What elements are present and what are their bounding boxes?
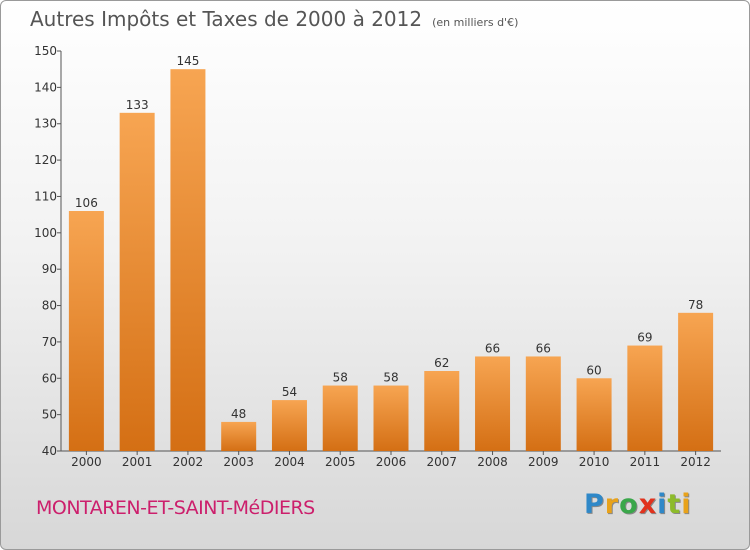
bar xyxy=(424,371,460,451)
logo-letter: t xyxy=(667,489,682,520)
data-label: 60 xyxy=(586,363,601,377)
bar xyxy=(475,356,511,451)
x-tick-label: 2008 xyxy=(477,455,508,469)
logo-letter: o xyxy=(619,489,639,520)
y-tick-label: 40 xyxy=(42,444,57,458)
y-tick-label: 80 xyxy=(42,299,57,313)
x-tick-label: 2002 xyxy=(173,455,204,469)
bar xyxy=(627,345,663,451)
data-label: 58 xyxy=(333,371,348,385)
logo-letter: i xyxy=(681,489,692,520)
bar xyxy=(678,312,714,451)
y-tick-label: 120 xyxy=(34,153,57,167)
x-tick-label: 2011 xyxy=(630,455,661,469)
x-tick-label: 2010 xyxy=(579,455,610,469)
bar xyxy=(373,385,409,451)
commune-name: MONTAREN-ET-SAINT-MéDIERS xyxy=(36,497,315,519)
data-label: 66 xyxy=(536,341,551,355)
x-tick-label: 2005 xyxy=(325,455,356,469)
data-label: 78 xyxy=(688,298,703,312)
bar xyxy=(271,400,307,451)
chart-title-text: Autres Impôts et Taxes de 2000 à 2012 xyxy=(30,7,423,31)
x-tick-label: 2004 xyxy=(274,455,305,469)
logo-letter: r xyxy=(604,489,620,520)
bar xyxy=(525,356,561,451)
y-tick-label: 140 xyxy=(34,80,57,94)
bar xyxy=(119,112,155,452)
logo-letter: x xyxy=(638,489,658,520)
chart-unit: (en milliers d'€) xyxy=(432,16,519,29)
x-tick-label: 2000 xyxy=(71,455,102,469)
y-tick-label: 70 xyxy=(42,335,57,349)
proxiti-logo: Proxiti xyxy=(584,489,692,520)
data-label: 66 xyxy=(485,341,500,355)
data-label: 48 xyxy=(231,407,246,421)
data-label: 133 xyxy=(126,98,149,112)
y-tick-label: 150 xyxy=(34,44,57,58)
data-label: 106 xyxy=(75,196,98,210)
data-label: 145 xyxy=(176,54,199,68)
y-tick-label: 100 xyxy=(34,226,57,240)
y-tick-label: 90 xyxy=(42,262,57,276)
y-tick-label: 60 xyxy=(42,371,57,385)
data-label: 54 xyxy=(282,385,297,399)
data-label: 62 xyxy=(434,356,449,370)
x-tick-label: 2012 xyxy=(680,455,711,469)
data-label: 69 xyxy=(637,331,652,345)
x-tick-label: 2006 xyxy=(376,455,407,469)
x-tick-label: 2001 xyxy=(122,455,153,469)
chart-title: Autres Impôts et Taxes de 2000 à 2012 (en… xyxy=(30,7,518,31)
logo-letter: i xyxy=(657,489,668,520)
bar xyxy=(322,385,358,451)
y-tick-label: 130 xyxy=(34,117,57,131)
bar xyxy=(170,69,206,451)
bar xyxy=(221,421,257,451)
bar xyxy=(576,378,612,451)
data-label: 58 xyxy=(383,371,398,385)
x-tick-label: 2009 xyxy=(528,455,559,469)
x-tick-label: 2007 xyxy=(426,455,457,469)
x-tick-label: 2003 xyxy=(223,455,254,469)
y-tick-label: 110 xyxy=(34,189,57,203)
y-tick-label: 50 xyxy=(42,408,57,422)
logo-letter: P xyxy=(584,489,605,520)
bar xyxy=(68,211,104,451)
